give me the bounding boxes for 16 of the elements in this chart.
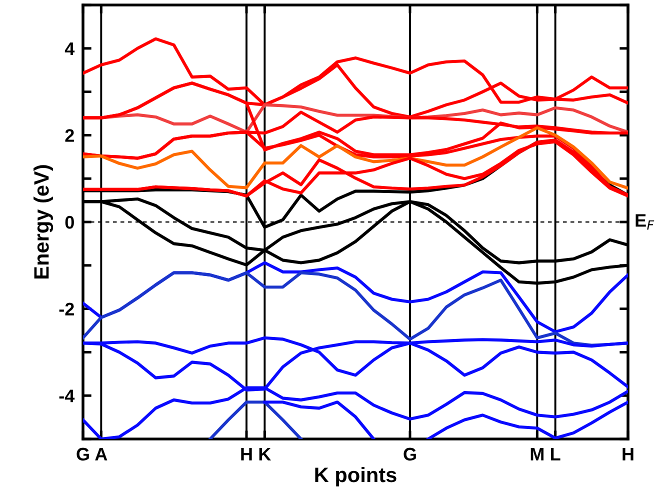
x-axis-title: K points <box>315 466 396 486</box>
x-tick-label: G <box>404 448 416 461</box>
x-tick-label: G <box>76 448 89 461</box>
ref-line-label: E$_{F}$ <box>636 214 654 230</box>
x-tick-label: K <box>259 448 272 460</box>
x-tick-label: M <box>530 448 544 460</box>
y-tick-label: -4 <box>59 390 75 402</box>
x-tick-label: H <box>241 448 252 460</box>
y-tick-label: -2 <box>59 302 74 316</box>
y-tick-label: 0 <box>65 216 74 229</box>
x-tick-label: H <box>622 448 634 460</box>
x-tick-label: A <box>95 448 108 460</box>
y-tick-label: 4 <box>64 42 75 55</box>
y-axis-title: Energy (eV) <box>34 165 54 278</box>
x-tick-label: L <box>551 448 560 460</box>
y-tick-label: 2 <box>65 129 74 142</box>
